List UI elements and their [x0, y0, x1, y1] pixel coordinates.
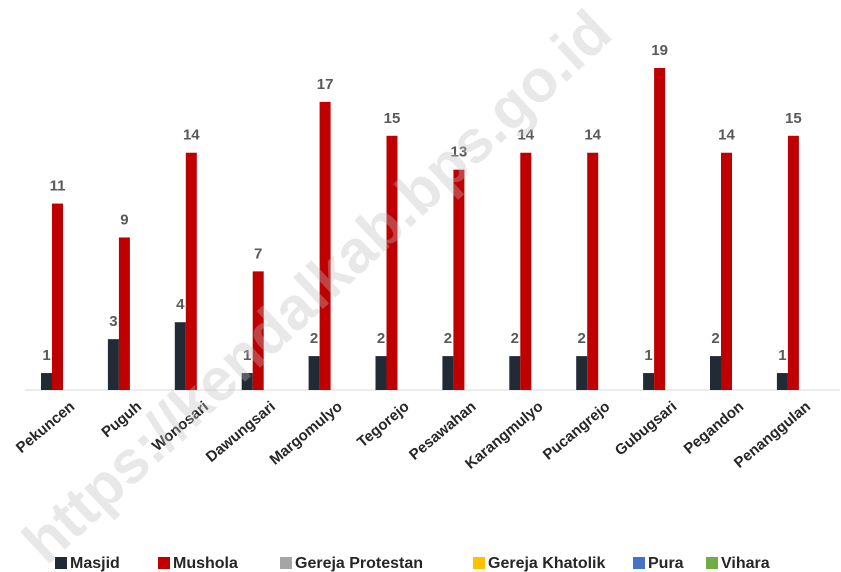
bar — [174, 322, 186, 390]
x-tick-label: Gubugsari — [612, 398, 680, 459]
bar — [787, 135, 799, 390]
legend-swatch — [280, 557, 292, 569]
data-label: 14 — [584, 127, 601, 144]
data-label: 1 — [644, 347, 652, 364]
legend-swatch — [158, 557, 170, 569]
legend-swatch — [633, 557, 645, 569]
data-label: 1 — [42, 347, 50, 364]
bar — [643, 373, 655, 390]
x-tick-label: Margomulyo — [266, 398, 345, 468]
bar — [308, 356, 320, 390]
x-tick-label: Pucangrejo — [540, 398, 614, 464]
data-label: 11 — [50, 178, 66, 195]
data-label: 1 — [243, 347, 251, 364]
bar — [52, 203, 63, 390]
data-label: 14 — [183, 127, 200, 144]
bar — [41, 373, 52, 390]
bar — [721, 152, 732, 390]
data-label: 2 — [377, 330, 385, 347]
bar — [241, 373, 253, 390]
bar — [654, 68, 666, 390]
data-label: 14 — [718, 127, 735, 144]
bar — [185, 152, 197, 390]
legend-label: Mushola — [173, 555, 238, 572]
bar — [587, 152, 599, 390]
data-label: 7 — [254, 245, 262, 262]
legend-label: Vihara — [721, 555, 770, 572]
x-tick-label: Tegorejo — [354, 398, 413, 451]
data-label: 14 — [517, 127, 534, 144]
data-label: 1 — [778, 347, 786, 364]
bar — [710, 356, 721, 390]
legend-label: Pura — [648, 555, 684, 572]
data-label: 3 — [109, 313, 117, 330]
legend-label: Masjid — [70, 555, 120, 572]
data-label: 2 — [711, 330, 719, 347]
bar — [776, 373, 788, 390]
bar — [442, 356, 454, 390]
bar — [453, 169, 465, 390]
legend-label: Gereja Protestan — [295, 555, 423, 572]
bar — [319, 101, 331, 390]
legend-swatch — [55, 557, 67, 569]
bar — [118, 237, 130, 390]
data-label: 9 — [120, 211, 128, 228]
data-label: 4 — [176, 296, 185, 313]
data-label: 15 — [785, 110, 802, 127]
data-label: 13 — [451, 144, 468, 161]
data-label: 19 — [651, 42, 668, 59]
bar — [520, 152, 532, 390]
data-label: 2 — [511, 330, 519, 347]
data-label: 17 — [317, 76, 334, 93]
legend-swatch — [473, 557, 485, 569]
bar — [386, 135, 398, 390]
legend-swatch — [706, 557, 718, 569]
data-label: 2 — [578, 330, 586, 347]
data-label: 2 — [444, 330, 452, 347]
data-label: 15 — [384, 110, 401, 127]
bar — [252, 271, 264, 390]
bar — [107, 339, 119, 390]
x-tick-label: Pegandon — [681, 398, 747, 458]
x-tick-label: Pekuncen — [13, 398, 78, 457]
legend-label: Gereja Khatolik — [488, 555, 605, 572]
data-label: 2 — [310, 330, 318, 347]
bar — [509, 356, 521, 390]
bar — [576, 356, 588, 390]
bar — [375, 356, 387, 390]
